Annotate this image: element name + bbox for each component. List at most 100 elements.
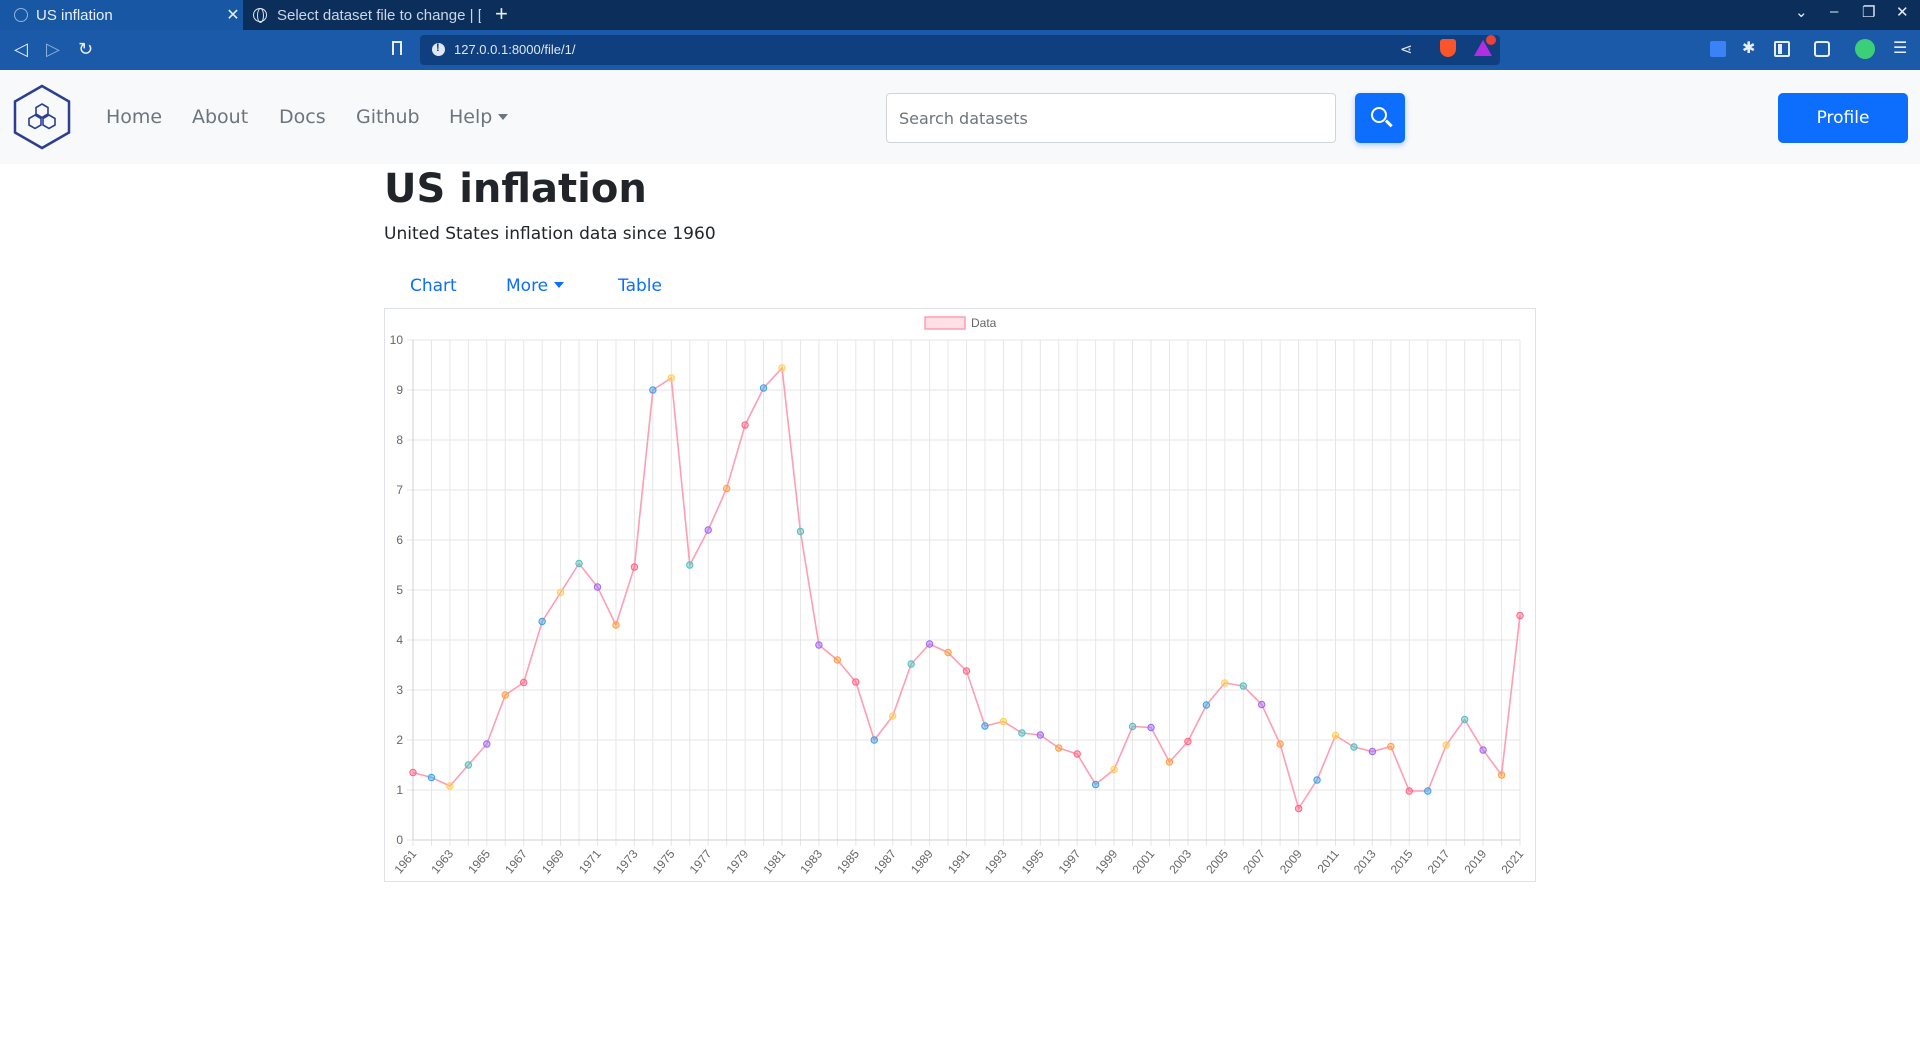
browser-toolbar: ◁ ▷ ↻ 127.0.0.1:8000/file/1/ ⋖ ✱ ☰ — [0, 30, 1920, 70]
nav-link-github[interactable]: Github — [356, 106, 420, 128]
url-text[interactable]: 127.0.0.1:8000/file/1/ — [454, 42, 576, 57]
x-tick-label: 1995 — [1019, 847, 1047, 877]
search-button[interactable] — [1355, 93, 1405, 143]
data-point — [1110, 765, 1118, 774]
data-point — [593, 583, 602, 591]
address-bar[interactable]: 127.0.0.1:8000/file/1/ — [420, 35, 1500, 65]
data-point — [1313, 776, 1321, 784]
page-title: US inflation — [384, 166, 647, 212]
search-input[interactable] — [886, 93, 1336, 143]
x-tick-label: 1987 — [871, 847, 899, 877]
tab-table[interactable]: Table — [618, 276, 662, 296]
data-point — [962, 667, 971, 675]
x-tick-label: 1977 — [687, 847, 715, 877]
tab-list-chevron-down-icon[interactable]: ⌄ — [1795, 4, 1808, 21]
chevron-down-icon — [498, 114, 509, 120]
data-point — [501, 691, 509, 699]
nav-link-docs[interactable]: Docs — [279, 106, 326, 128]
data-point — [1239, 682, 1247, 690]
close-window-icon[interactable]: ✕ — [1896, 4, 1909, 21]
browser-menu-icon[interactable]: ☰ — [1893, 40, 1908, 57]
data-point — [483, 740, 491, 748]
data-point — [1405, 787, 1414, 795]
x-tick-label: 1961 — [391, 847, 419, 877]
browser-tab-bar: US inflation ✕ Select dataset file to ch… — [0, 0, 1920, 30]
nav-link-about[interactable]: About — [192, 106, 249, 128]
data-point — [1460, 715, 1469, 724]
data-point — [815, 641, 823, 649]
site-info-icon[interactable] — [432, 42, 445, 56]
browser-tab-active[interactable]: US inflation ✕ — [0, 0, 243, 30]
back-icon[interactable]: ◁ — [14, 39, 28, 59]
x-tick-label: 1967 — [502, 847, 530, 877]
data-point — [907, 660, 915, 668]
site-navbar: Home About Docs Github Help Profile — [0, 70, 1920, 164]
x-tick-label: 1997 — [1056, 847, 1084, 877]
data-point — [409, 768, 417, 777]
sidebar-toggle-icon[interactable] — [1774, 41, 1790, 57]
data-point — [1368, 747, 1377, 756]
y-tick-label: 4 — [396, 633, 403, 647]
x-tick-label: 2013 — [1351, 847, 1379, 877]
browser-profile-avatar-icon[interactable] — [1855, 39, 1875, 59]
share-icon[interactable]: ⋖ — [1400, 41, 1413, 58]
nav-link-home[interactable]: Home — [106, 106, 163, 128]
chart-container: 0 1 2 3 4 5 6 7 8 9 10 1961 1963 1965 1967 1969 1971 1973… — [384, 308, 1536, 882]
data-point — [1055, 744, 1063, 752]
data-point — [575, 559, 583, 568]
data-point — [1442, 741, 1450, 749]
data-point — [759, 384, 768, 392]
x-tick-label: 1989 — [908, 847, 936, 877]
data-point — [1165, 758, 1174, 766]
search-icon — [1371, 107, 1387, 123]
nav-help-dropdown[interactable]: Help — [449, 106, 509, 128]
data-point — [1221, 679, 1229, 687]
data-point — [556, 588, 565, 597]
data-point — [833, 656, 842, 664]
translate-icon[interactable] — [1710, 41, 1726, 57]
y-tick-label: 9 — [396, 383, 403, 397]
restore-window-icon[interactable]: ❐ — [1862, 4, 1876, 21]
x-tick-label: 1983 — [797, 847, 825, 877]
x-tick-label: 2021 — [1498, 847, 1526, 877]
x-tick-label: 2003 — [1166, 847, 1194, 877]
reload-icon[interactable]: ↻ — [78, 39, 94, 59]
site-favicon-icon — [14, 8, 28, 22]
data-point — [778, 364, 786, 372]
extensions-puzzle-icon[interactable]: ✱ — [1742, 40, 1756, 57]
data-point — [741, 421, 749, 429]
tab-chart[interactable]: Chart — [410, 276, 457, 296]
minimize-window-icon[interactable]: – — [1830, 3, 1839, 20]
data-point — [1073, 750, 1081, 758]
tab-more-dropdown[interactable]: More — [506, 276, 565, 296]
data-point — [427, 773, 436, 782]
site-logo-icon[interactable] — [12, 84, 72, 150]
browser-tab-title: US inflation — [36, 6, 113, 24]
data-point — [446, 782, 454, 790]
bookmark-icon[interactable] — [392, 41, 402, 55]
data-point — [889, 712, 897, 720]
forward-icon[interactable]: ▷ — [46, 39, 60, 59]
new-tab-plus-icon[interactable]: + — [495, 1, 508, 26]
wallet-icon[interactable] — [1814, 41, 1830, 57]
data-point — [1091, 780, 1100, 789]
x-tick-label: 1971 — [576, 847, 604, 877]
help-label: Help — [449, 106, 493, 128]
data-point — [1184, 737, 1192, 746]
profile-button[interactable]: Profile — [1778, 93, 1908, 143]
notification-badge — [1486, 35, 1496, 45]
data-point — [464, 761, 473, 769]
data-point — [1128, 722, 1137, 731]
y-tick-label: 1 — [396, 783, 403, 797]
y-tick-label: 10 — [390, 333, 404, 347]
x-tick-label: 1979 — [724, 847, 752, 877]
data-point — [870, 736, 878, 744]
x-tick-label: 2015 — [1388, 847, 1416, 877]
y-tick-label: 2 — [396, 733, 403, 747]
legend-label: Data — [971, 316, 997, 330]
browser-tab-inactive[interactable]: Select dataset file to change | [ — [245, 0, 481, 30]
data-point — [1424, 787, 1432, 795]
brave-shields-icon[interactable] — [1440, 39, 1456, 57]
data-point — [1036, 731, 1044, 739]
close-tab-icon[interactable]: ✕ — [226, 7, 240, 24]
